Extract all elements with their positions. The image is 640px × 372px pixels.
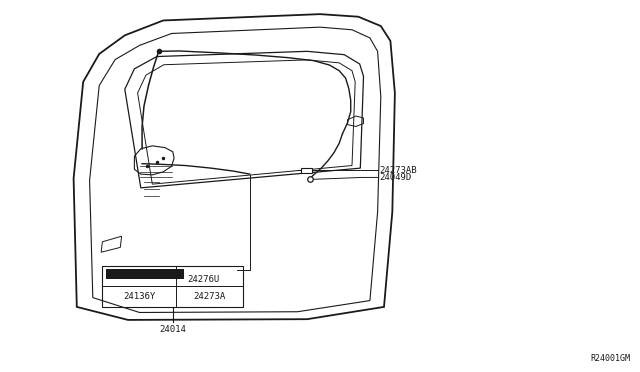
Bar — [102, 266, 243, 307]
Text: 24014: 24014 — [159, 325, 186, 334]
Text: 24136Y: 24136Y — [123, 292, 155, 301]
Text: 24273A: 24273A — [193, 292, 225, 301]
Text: 24276U: 24276U — [188, 275, 220, 285]
Text: R24001GM: R24001GM — [590, 354, 630, 363]
Bar — [106, 269, 184, 279]
Text: 24273AB: 24273AB — [379, 166, 417, 175]
Bar — [301, 168, 312, 173]
Text: 24049D: 24049D — [379, 173, 411, 182]
